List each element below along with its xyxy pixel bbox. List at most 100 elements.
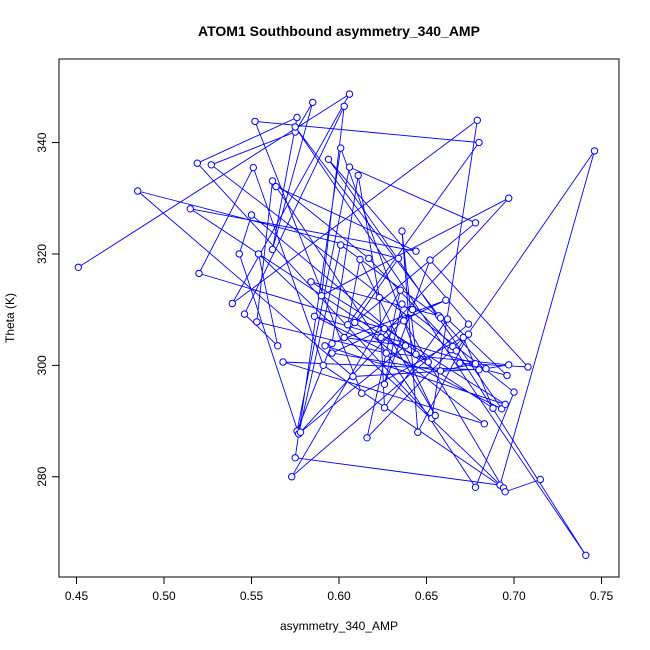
- data-point: [480, 420, 488, 428]
- data-point: [412, 350, 420, 358]
- data-point: [340, 102, 348, 111]
- data-point: [268, 177, 277, 185]
- data-point: [321, 342, 329, 350]
- data-point: [344, 321, 352, 329]
- data-point: [471, 360, 480, 368]
- data-point: [380, 324, 389, 333]
- data-point: [464, 330, 473, 338]
- data-point: [424, 358, 432, 366]
- data-point: [309, 98, 317, 107]
- data-point: [296, 428, 305, 436]
- data-point: [291, 454, 299, 462]
- data-point: [436, 367, 445, 375]
- data-point: [536, 475, 544, 484]
- data-point: [274, 342, 282, 350]
- data-point: [358, 389, 366, 397]
- data-point: [400, 317, 408, 325]
- data-point: [254, 250, 263, 258]
- data-point: [510, 388, 518, 396]
- data-point: [349, 372, 357, 381]
- data-point: [471, 483, 480, 491]
- series-line: [78, 93, 595, 556]
- y-axis-label: Theta (K): [3, 293, 17, 343]
- y-tick-label: 280: [35, 466, 49, 486]
- x-tick-label: 0.45: [65, 589, 89, 603]
- data-point: [414, 428, 422, 436]
- data-point: [501, 488, 509, 496]
- data-point: [382, 349, 390, 357]
- data-point: [394, 254, 403, 263]
- data-point: [319, 361, 327, 369]
- data-point: [195, 269, 203, 278]
- x-axis: 0.45 0.50 0.55 0.60 0.65 0.70 0.75: [65, 576, 614, 603]
- data-point: [337, 144, 345, 152]
- data-point: [489, 404, 497, 412]
- data-point: [431, 411, 439, 420]
- data-point: [317, 292, 326, 300]
- data-point: [475, 366, 483, 374]
- data-point: [307, 278, 315, 286]
- data-point: [456, 359, 464, 367]
- data-point: [310, 312, 319, 320]
- data-point: [249, 163, 258, 172]
- data-point: [582, 551, 590, 559]
- data-point: [464, 320, 473, 328]
- data-point: [207, 161, 216, 169]
- data-point: [471, 219, 480, 227]
- data-point: [293, 113, 301, 122]
- data-point: [351, 318, 359, 327]
- data-point: [324, 155, 333, 164]
- x-tick-label: 0.75: [590, 589, 614, 603]
- data-point: [459, 333, 467, 342]
- y-axis: 280 300 320 340: [35, 132, 60, 487]
- data-point: [412, 247, 420, 255]
- data-point: [482, 365, 490, 373]
- data-point: [279, 358, 287, 366]
- data-point: [291, 123, 299, 131]
- data-point: [401, 342, 410, 350]
- data-point: [328, 339, 336, 348]
- data-point: [345, 163, 354, 171]
- data-point: [398, 227, 406, 235]
- y-tick-label: 340: [35, 132, 49, 152]
- x-tick-label: 0.70: [502, 589, 526, 603]
- data-point: [337, 241, 345, 249]
- data-point: [228, 299, 237, 308]
- data-point: [590, 147, 599, 155]
- data-point: [501, 400, 509, 408]
- data-point: [443, 315, 452, 323]
- data-point: [288, 473, 296, 481]
- data-point: [475, 138, 483, 147]
- data-point: [375, 293, 383, 302]
- data-point: [473, 116, 481, 125]
- data-point: [74, 263, 83, 271]
- data-point: [272, 182, 280, 191]
- data-point: [426, 256, 434, 264]
- data-point: [380, 380, 389, 388]
- data-point: [398, 300, 406, 308]
- chart-title: ATOM1 Southbound asymmetry_340_AMP: [198, 23, 480, 39]
- y-tick-label: 320: [35, 244, 49, 264]
- data-point: [268, 245, 277, 254]
- x-tick-label: 0.55: [240, 589, 264, 603]
- data-point: [328, 349, 336, 357]
- data-point: [365, 254, 373, 263]
- data-point: [505, 361, 513, 369]
- x-tick-label: 0.50: [152, 589, 176, 603]
- data-point: [247, 211, 256, 219]
- data-point: [356, 255, 364, 264]
- y-tick-label: 300: [35, 355, 49, 375]
- data-point: [436, 314, 445, 322]
- data-point: [134, 187, 142, 195]
- data-point: [503, 371, 511, 380]
- data-point: [505, 194, 513, 202]
- data-point: [235, 250, 244, 258]
- data-point: [340, 333, 348, 342]
- data-point: [377, 333, 385, 342]
- data-point: [193, 159, 202, 167]
- data-point: [452, 347, 460, 355]
- data-point: [186, 205, 195, 213]
- data-point: [396, 286, 404, 294]
- data-point: [442, 296, 450, 304]
